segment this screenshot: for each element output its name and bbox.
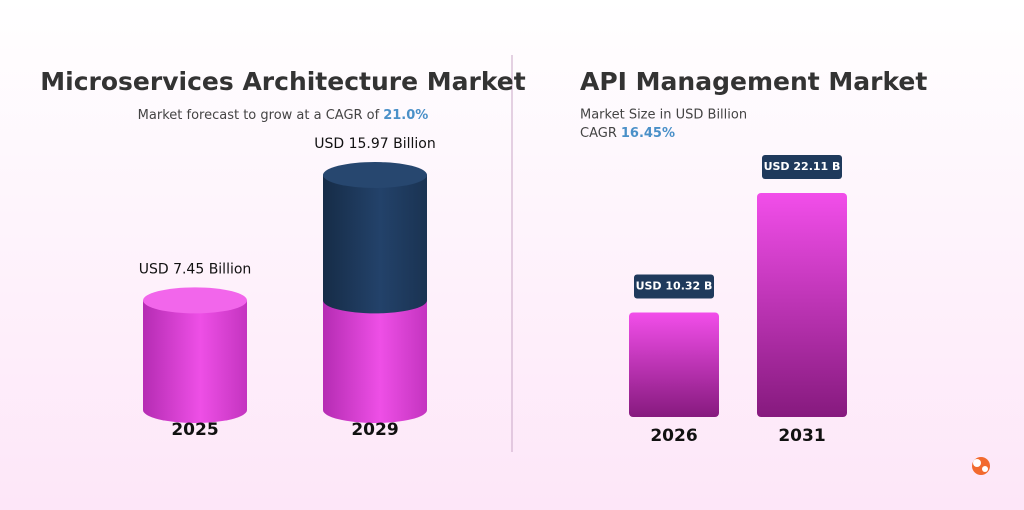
chart-title: API Management Market xyxy=(580,67,927,96)
cagr-value: 16.45% xyxy=(621,126,675,141)
x-tick-label: 2031 xyxy=(778,426,825,446)
x-tick-label: 2025 xyxy=(171,420,218,440)
bar xyxy=(629,312,719,417)
subtitle: Market Size in USD Billion xyxy=(580,108,747,123)
value-label: USD 7.45 Billion xyxy=(139,261,252,277)
cylinder-top xyxy=(323,162,427,188)
x-tick-label: 2029 xyxy=(351,420,398,440)
value-label: USD 10.32 B xyxy=(636,279,713,292)
cylinder-top xyxy=(143,287,247,314)
bar xyxy=(757,193,847,417)
subtitle: Market forecast to grow at a CAGR of 21.0… xyxy=(138,108,429,123)
subtitle-text: Market forecast to grow at a CAGR of xyxy=(138,108,380,123)
value-label: USD 15.97 Billion xyxy=(314,136,436,152)
cylinder xyxy=(143,300,247,423)
cagr-label: CAGR xyxy=(580,126,617,141)
x-tick-label: 2026 xyxy=(650,426,697,446)
cagr: CAGR 16.45% xyxy=(580,126,675,141)
chart-title: Microservices Architecture Market xyxy=(40,67,525,96)
value-label: USD 22.11 B xyxy=(764,160,841,173)
value-label-box xyxy=(762,155,842,179)
cagr-value: 21.0% xyxy=(383,108,428,123)
logo xyxy=(972,457,990,475)
cylinder-growth xyxy=(323,175,427,314)
value-label-box xyxy=(634,274,714,299)
